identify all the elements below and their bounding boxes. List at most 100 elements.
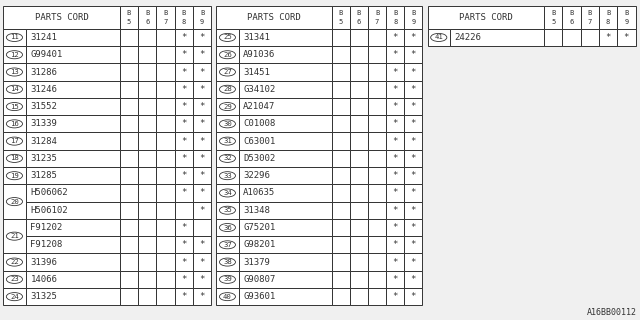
Bar [386, 202, 404, 219]
Bar [239, 46, 332, 63]
Bar [350, 63, 368, 81]
Bar [386, 46, 404, 63]
Bar [428, 6, 544, 29]
Text: F91208: F91208 [30, 240, 63, 249]
Text: 31341: 31341 [243, 33, 270, 42]
Bar [332, 288, 350, 305]
Bar [26, 236, 120, 253]
Bar [175, 6, 193, 29]
Bar [368, 115, 386, 132]
Bar [617, 6, 636, 29]
Bar [193, 288, 211, 305]
Bar [404, 167, 422, 184]
Bar [193, 6, 211, 29]
Bar [138, 184, 156, 202]
Bar [216, 46, 239, 63]
Bar [26, 202, 120, 219]
Bar [404, 46, 422, 63]
Text: *: * [411, 33, 416, 42]
Bar [239, 29, 332, 46]
Bar [404, 271, 422, 288]
Text: 7: 7 [588, 19, 592, 25]
Bar [156, 271, 175, 288]
Text: *: * [181, 275, 186, 284]
Bar [26, 253, 120, 271]
Bar [404, 115, 422, 132]
Bar [368, 253, 386, 271]
Text: *: * [392, 223, 398, 232]
Text: 8: 8 [393, 19, 397, 25]
Text: *: * [181, 68, 186, 76]
Bar [239, 63, 332, 81]
Bar [138, 132, 156, 150]
Text: *: * [411, 292, 416, 301]
Text: *: * [181, 171, 186, 180]
Bar [156, 288, 175, 305]
Text: *: * [181, 223, 186, 232]
Bar [386, 236, 404, 253]
Text: *: * [411, 119, 416, 128]
Text: 6: 6 [145, 19, 149, 25]
Text: A16BB00112: A16BB00112 [587, 308, 637, 317]
Text: 15: 15 [10, 104, 19, 109]
Text: B: B [182, 10, 186, 16]
Text: *: * [392, 258, 398, 267]
Text: 17: 17 [10, 138, 19, 144]
Bar [239, 98, 332, 115]
Bar [26, 63, 120, 81]
Text: 18: 18 [10, 156, 19, 161]
Text: 13: 13 [10, 69, 19, 75]
Text: B: B [412, 10, 415, 16]
Bar [239, 184, 332, 202]
Bar [350, 184, 368, 202]
Bar [193, 184, 211, 202]
Text: 25: 25 [223, 35, 232, 40]
Bar [156, 150, 175, 167]
Bar [386, 167, 404, 184]
Bar [332, 219, 350, 236]
Bar [544, 29, 563, 46]
Bar [368, 6, 386, 29]
Bar [368, 167, 386, 184]
Text: B: B [624, 10, 628, 16]
Text: A91036: A91036 [243, 50, 275, 59]
Bar [193, 98, 211, 115]
Text: 9: 9 [412, 19, 415, 25]
Bar [26, 46, 120, 63]
Bar [138, 63, 156, 81]
Bar [404, 6, 422, 29]
Text: *: * [392, 240, 398, 249]
Bar [386, 288, 404, 305]
Text: *: * [392, 50, 398, 59]
Bar [156, 184, 175, 202]
Text: *: * [411, 206, 416, 215]
Text: B: B [606, 10, 610, 16]
Bar [216, 236, 239, 253]
Text: PARTS CORD: PARTS CORD [459, 13, 513, 22]
Bar [404, 81, 422, 98]
Bar [3, 63, 26, 81]
Text: 7: 7 [375, 19, 379, 25]
Text: *: * [411, 154, 416, 163]
Text: 21: 21 [10, 233, 19, 239]
Text: *: * [411, 275, 416, 284]
Bar [3, 219, 26, 253]
Text: G90807: G90807 [243, 275, 275, 284]
Bar [563, 29, 580, 46]
Bar [404, 184, 422, 202]
Bar [216, 132, 239, 150]
Bar [404, 288, 422, 305]
Bar [404, 63, 422, 81]
Text: C01008: C01008 [243, 119, 275, 128]
Text: *: * [181, 240, 186, 249]
Bar [120, 132, 138, 150]
Bar [368, 63, 386, 81]
Bar [3, 253, 26, 271]
Text: *: * [411, 50, 416, 59]
Bar [120, 81, 138, 98]
Text: 31286: 31286 [30, 68, 57, 76]
Bar [193, 81, 211, 98]
Text: 8: 8 [606, 19, 610, 25]
Text: *: * [392, 275, 398, 284]
Bar [175, 115, 193, 132]
